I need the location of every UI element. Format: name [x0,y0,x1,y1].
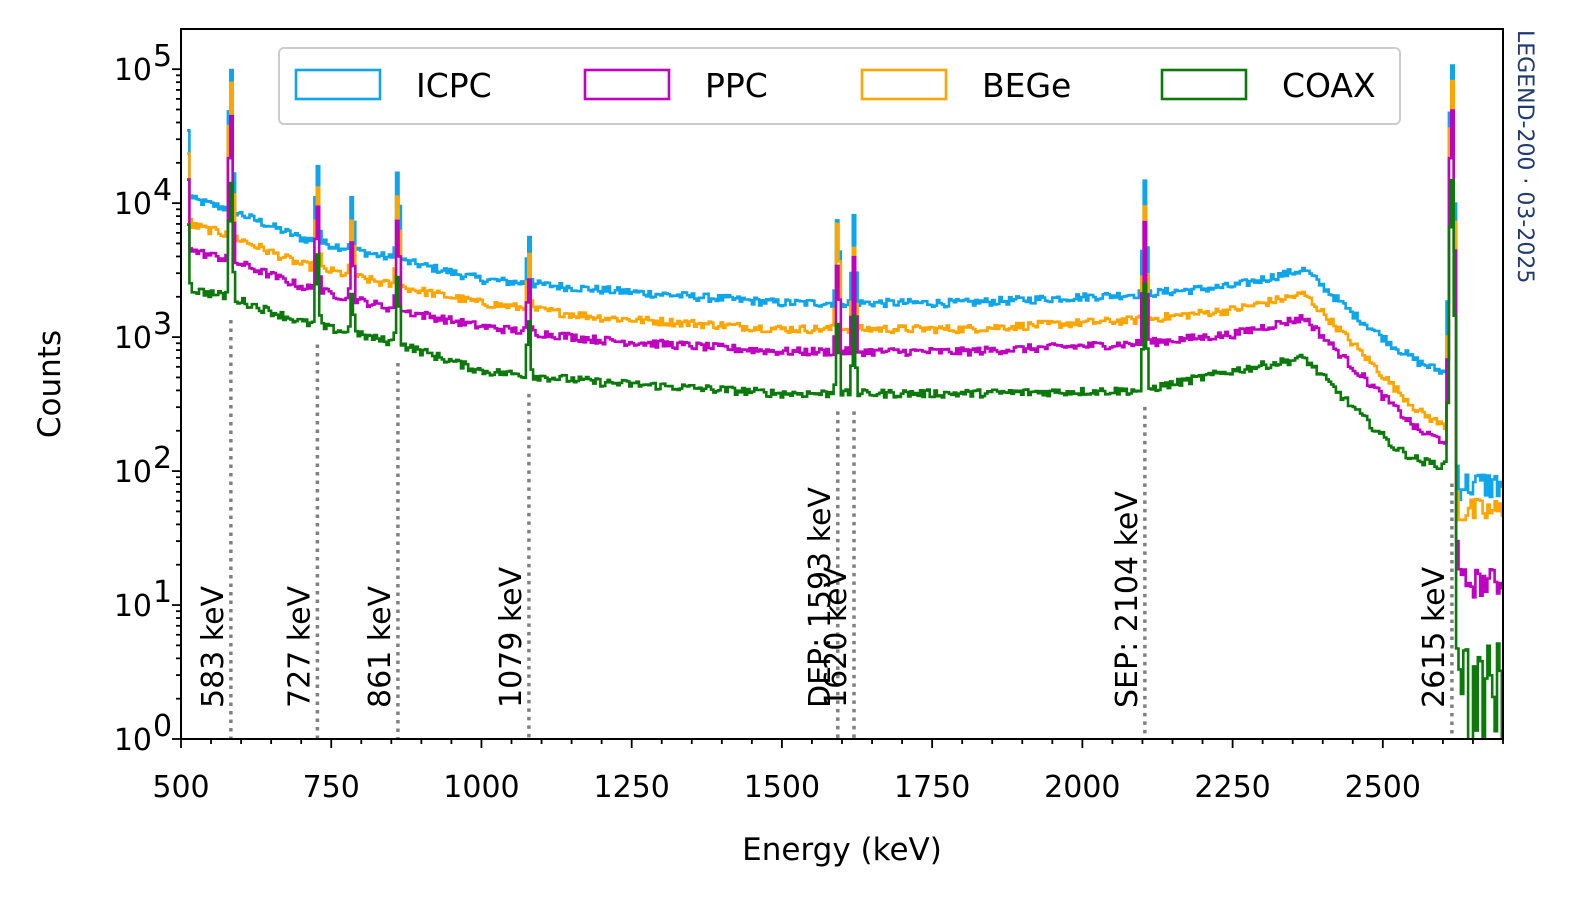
y-tick-exponent: 0 [153,709,172,744]
legend-label-icpc: ICPC [416,66,492,105]
annotation-label: 583 keV [196,585,231,708]
y-tick-label: 10 [114,53,152,88]
y-tick-exponent: 2 [153,441,172,476]
y-tick-label: 10 [114,455,152,490]
watermark-label: LEGEND-200 · 03-2025 [1512,30,1537,283]
annotation-layer: 583 keV 727 keV 861 keV 1079 keV DEP: 1593 k… [196,320,1454,739]
x-axis-title: Energy (keV) [742,832,942,868]
annotation-label: 1620 keV [819,566,854,708]
series-coax-line [187,178,1503,739]
legend: ICPC PPC BEGe COAX [278,47,1401,125]
series-layer [187,64,1503,739]
series-bege-line [187,79,1503,522]
y-tick-exponent: 5 [153,39,172,74]
annotation-label: 861 keV [363,585,398,708]
x-tick-label: 2500 [1345,770,1421,805]
y-tick-exponent: 1 [153,575,172,610]
x-tick-label: 500 [152,770,209,805]
x-tick-label: 2000 [1044,770,1120,805]
legend-label-coax: COAX [1282,66,1376,105]
annotation-label: SEP: 2104 keV [1110,491,1145,708]
legend-label-ppc: PPC [705,66,768,105]
y-tick-exponent: 3 [153,307,172,342]
y-tick-exponent: 4 [153,173,172,208]
series-icpc-line [187,64,1503,502]
annotation-label: 727 keV [282,585,317,708]
x-tick-label: 1750 [894,770,970,805]
x-axis: 500 750 1000 1250 1500 1750 2000 2250 2500 [152,739,1504,805]
legend-swatch-icpc [294,68,382,101]
legend-swatch-coax [1160,68,1248,101]
x-tick-label: 750 [303,770,360,805]
legend-box [278,47,1401,125]
x-tick-label: 1500 [744,770,820,805]
y-tick-label: 10 [114,589,152,624]
annotation-label: DEP: 1593 keV [803,487,838,708]
legend-label-bege: BEGe [982,66,1071,105]
y-axis-title: Counts [32,330,68,438]
x-tick-label: 2250 [1194,770,1270,805]
annotation-label: 2615 keV [1417,566,1452,708]
legend-swatch-bege [860,68,948,101]
x-tick-label: 1250 [594,770,670,805]
y-tick-label: 10 [114,187,152,222]
annotation-label: 1079 keV [494,566,529,708]
y-tick-label: 10 [114,723,152,758]
series-ppc-line [187,109,1503,599]
x-tick-label: 1000 [443,770,519,805]
y-tick-label: 10 [114,321,152,356]
legend-swatch-ppc [583,68,671,101]
